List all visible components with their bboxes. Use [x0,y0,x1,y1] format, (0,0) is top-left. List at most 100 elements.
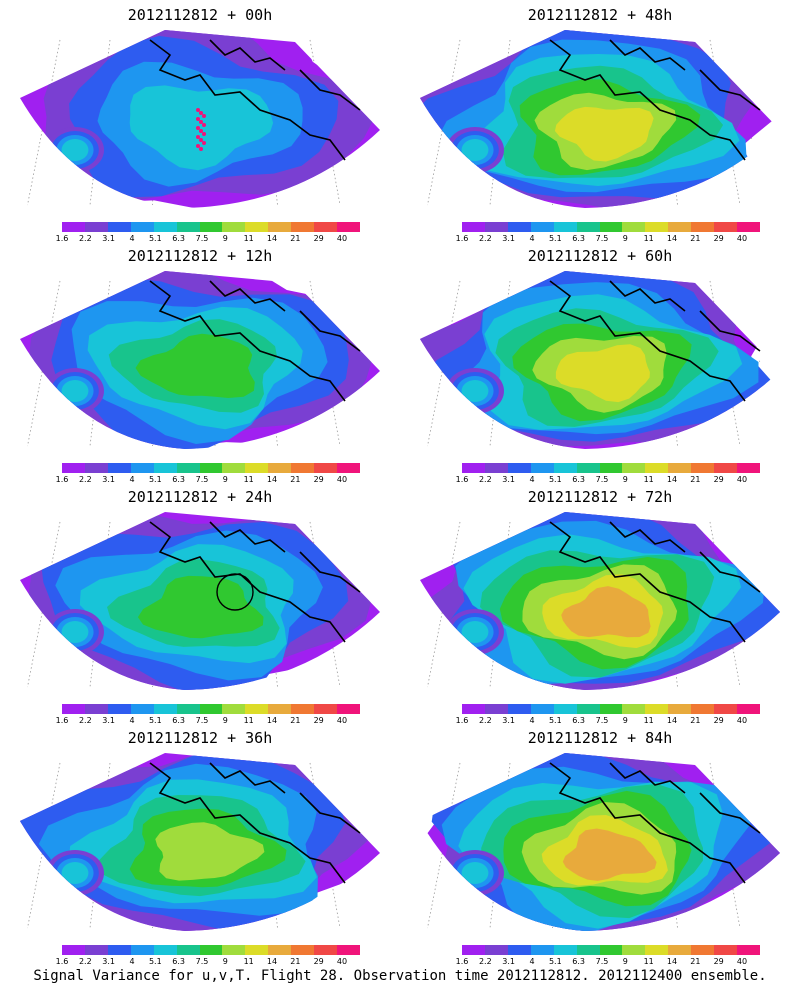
colorbar-tick-label: 1.6 [55,234,69,243]
colorbar-segment [245,704,269,714]
colorbar-tick-label: 7.5 [595,957,609,966]
colorbar-tick-label: 1.6 [455,475,469,484]
colorbar-tick-label: 4 [129,957,135,966]
colorbar-labels: 1.6 2.2 3.1 4 5.1 6.3 7.5 9 11 14 21 29 40 [56,716,360,726]
colorbar-segment [84,463,108,473]
colorbar-segment [337,463,360,473]
colorbar-labels: 1.6 2.2 3.1 4 5.1 6.3 7.5 9 11 14 21 29 40 [456,475,760,485]
colorbar-tick-label: 6.3 [172,957,186,966]
coastline [549,762,761,884]
colorbar-tick-label: 7.5 [195,475,209,484]
figure-caption: Signal Variance for u,v,T. Flight 28. Ob… [33,968,767,984]
colorbar [62,222,360,232]
colorbar-tick-label: 2.2 [78,234,92,243]
colorbar-segment [107,463,131,473]
signal-variance-map [20,30,380,208]
colorbar-labels: 1.6 2.2 3.1 4 5.1 6.3 7.5 9 11 14 21 29 40 [56,234,360,244]
colorbar-tick-label: 9 [222,716,228,725]
colorbar-tick-label: 14 [266,957,278,966]
coastline [549,280,761,402]
colorbar-segment [337,945,360,955]
colorbar-labels: 1.6 2.2 3.1 4 5.1 6.3 7.5 9 11 14 21 29 40 [456,957,760,967]
colorbar-tick-label: 11 [243,475,254,484]
signal-variance-map [420,271,776,449]
signal-variance-map [20,512,380,690]
colorbar-segment [62,463,85,473]
colorbar-segment [462,463,485,473]
colorbar-segment [130,945,154,955]
colorbar-tick-label: 3.1 [502,234,516,243]
colorbar-tick-label: 40 [736,475,748,484]
observation-dots [196,108,206,151]
colorbar [62,463,360,473]
colorbar-segment [484,222,508,232]
colorbar-tick-label: 4 [129,475,135,484]
colorbar-segment [222,463,246,473]
colorbar [62,945,360,955]
colorbar-tick-label: 7.5 [595,475,609,484]
colorbar-tick-label: 9 [222,234,228,243]
colorbar-tick-label: 14 [666,234,678,243]
colorbar-segment [62,222,85,232]
coastline [149,280,361,402]
signal-variance-map [20,271,380,449]
colorbar-segment [553,704,577,714]
panel-title: 2012112812 + 12h [127,247,273,265]
colorbar-segment [130,463,154,473]
colorbar-tick-label: 5.1 [148,957,162,966]
map-panel-60h: 2012112812 + 60h 1.6 2.2 3.1 4 5.1 6.3 7.5 9 11 14… [400,241,800,484]
colorbar-segment [576,463,600,473]
colorbar-tick-label: 7.5 [195,234,209,243]
colorbar-segment [668,463,692,473]
colorbar-segment [599,222,623,232]
panel-title: 2012112812 + 48h [527,6,673,24]
map-panel-48h: 2012112812 + 48h 1.6 2.2 3.1 4 5.1 6.3 7.5 9 11 14… [400,0,800,243]
map-panel-12h: 2012112812 + 12h 1.6 2.2 3.1 4 5.1 6.3 7.5 9 11 14… [0,241,400,484]
coastline [549,521,761,643]
colorbar-tick-label: 21 [690,234,701,243]
panel-title: 2012112812 + 72h [527,488,673,506]
colorbar-tick-label: 9 [622,475,628,484]
colorbar-tick-label: 21 [690,716,701,725]
colorbar-segment [314,945,338,955]
panel-title: 2012112812 + 84h [527,729,673,747]
colorbar-labels: 1.6 2.2 3.1 4 5.1 6.3 7.5 9 11 14 21 29 40 [56,475,360,485]
colorbar-tick-label: 4 [129,234,135,243]
colorbar-tick-label: 7.5 [195,716,209,725]
colorbar-tick-label: 2.2 [478,475,492,484]
colorbar-tick-label: 11 [243,716,254,725]
colorbar-segment [622,704,646,714]
panel-title: 2012112812 + 00h [127,6,273,24]
colorbar-segment [84,222,108,232]
colorbar-segment [622,222,646,232]
colorbar-segment [484,704,508,714]
colorbar-tick-label: 9 [622,234,628,243]
colorbar-segment [153,945,177,955]
colorbar-tick-label: 40 [336,234,348,243]
colorbar-segment [576,945,600,955]
colorbar-segment [737,463,760,473]
colorbar-tick-label: 21 [690,957,701,966]
colorbar-tick-label: 29 [313,234,324,243]
colorbar-segment [199,222,223,232]
colorbar-segment [84,704,108,714]
colorbar-tick-label: 14 [266,716,278,725]
colorbar-tick-label: 9 [622,716,628,725]
colorbar-segment [84,945,108,955]
colorbar-tick-label: 2.2 [478,234,492,243]
colorbar-segment [507,222,531,232]
colorbar-segment [507,463,531,473]
colorbar-segment [462,222,485,232]
colorbar-labels: 1.6 2.2 3.1 4 5.1 6.3 7.5 9 11 14 21 29 40 [56,957,360,967]
colorbar-tick-label: 1.6 [455,716,469,725]
colorbar-tick-label: 5.1 [148,475,162,484]
colorbar-tick-label: 4 [529,475,535,484]
colorbar-segment [668,222,692,232]
colorbar-segment [645,945,669,955]
colorbar-segment [176,463,200,473]
colorbar-segment [291,463,315,473]
colorbar-tick-label: 7.5 [195,957,209,966]
map-panel-24h: 2012112812 + 24h 1.6 2.2 3.1 4 5.1 6.3 7.5 9 11 14… [0,482,400,725]
colorbar-tick-label: 40 [736,957,748,966]
colorbar-tick-label: 40 [336,716,348,725]
